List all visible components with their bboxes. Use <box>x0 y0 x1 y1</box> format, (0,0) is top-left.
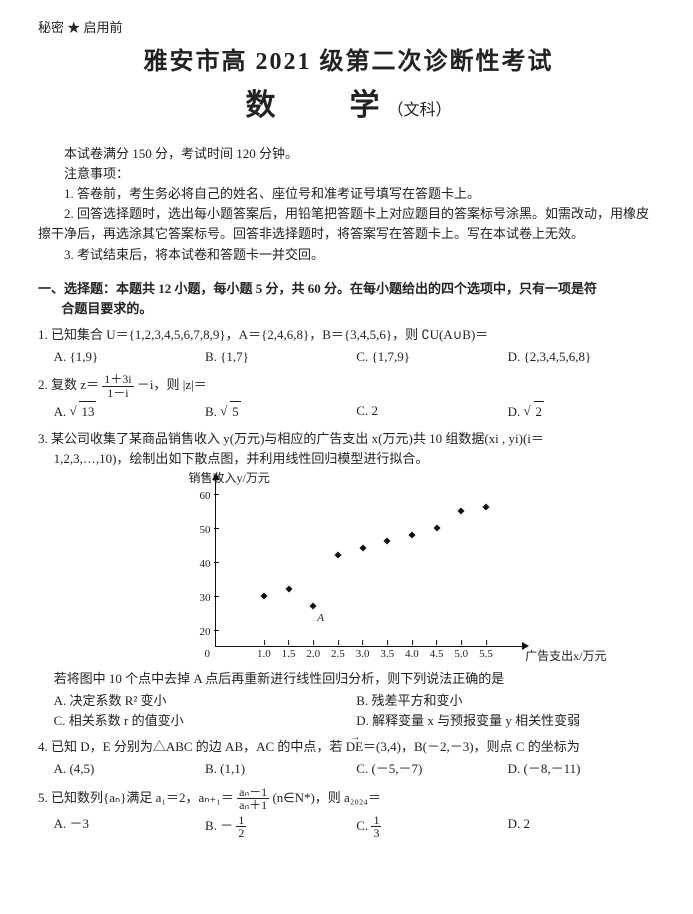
q3-options: A. 决定系数 R² 变小 B. 残差平方和变小 C. 相关系数 r 的值变小 … <box>54 691 659 731</box>
x-tick: 2.0 <box>306 646 320 663</box>
q3-line3: 若将图中 10 个点中去掉 A 点后再重新进行线性回归分析，则下列说法正确的是 <box>54 669 659 689</box>
q1-option-d: D. {2,3,4,5,6,8} <box>508 347 659 367</box>
q5-option-c: C. 13 <box>356 814 507 840</box>
q5-stem: 5. 已知数列{aₙ}满足 a₁＝2，aₙ₊₁＝ aₙ－1 aₙ＋1 (n∈N*… <box>38 786 659 812</box>
notice-item: 2. 回答选择题时，选出每小题答案后，用铅笔把答题卡上对应题目的答案标号涂黑。如… <box>38 204 659 244</box>
section-heading-line2: 合题目要求的。 <box>61 299 659 319</box>
q2-frac-num: 1＋3i <box>102 373 133 387</box>
x-tick: 2.5 <box>331 646 345 663</box>
question-3: 3. 某公司收集了某商品销售收入 y(万元)与相应的广告支出 x(万元)共 10… <box>38 429 659 732</box>
x-tick: 5.5 <box>479 646 493 663</box>
q2-option-c: C. 2 <box>356 401 507 422</box>
y-tick: 30 <box>187 590 211 607</box>
subject-suffix: （文科） <box>387 102 451 119</box>
q4-option-c: C. (－5,－7) <box>356 759 507 779</box>
q1-options: A. {1,9} B. {1,7} C. {1,7,9} D. {2,3,4,5… <box>54 347 659 367</box>
notice-item: 3. 考试结束后，将本试卷和答题卡一并交回。 <box>38 245 659 265</box>
data-point <box>408 531 415 538</box>
q2-fraction: 1＋3i 1－i <box>102 373 133 399</box>
q1-option-b: B. {1,7} <box>205 347 356 367</box>
data-point <box>359 545 366 552</box>
y-tick: 40 <box>187 556 211 573</box>
section-heading: 一、选择题：本题共 12 小题，每小题 5 分，共 60 分。在每小题给出的四个… <box>38 279 659 319</box>
subject: 数 学 <box>245 89 401 122</box>
data-point <box>433 524 440 531</box>
x-tick: 5.0 <box>454 646 468 663</box>
x-tick: 1.0 <box>257 646 271 663</box>
q5-option-a: A. －3 <box>54 814 205 840</box>
x-tick: 1.5 <box>282 646 296 663</box>
secret-label: 秘密 ★ 启用前 <box>38 18 659 38</box>
q4-option-b: B. (1,1) <box>205 759 356 779</box>
y-axis-arrow-icon <box>212 473 220 480</box>
data-point <box>458 507 465 514</box>
exam-title: 雅安市高 2021 级第二次诊断性考试 <box>38 44 659 81</box>
notice-item: 1. 答卷前，考生务必将自己的姓名、座位号和准考证号填写在答题卡上。 <box>38 184 659 204</box>
q5-frac-num: aₙ－1 <box>237 786 269 800</box>
q4-options: A. (4,5) B. (1,1) C. (－5,－7) D. (－8,－11) <box>54 759 659 779</box>
q4-stem-post: ＝(3,4)，B(－2,－3)，则点 C 的坐标为 <box>363 739 580 754</box>
y-tick: 20 <box>187 624 211 641</box>
q2-option-d: D. 2 <box>508 401 659 422</box>
q3-line1: 3. 某公司收集了某商品销售收入 y(万元)与相应的广告支出 x(万元)共 10… <box>38 429 659 449</box>
q1-stem: 1. 已知集合 U＝{1,2,3,4,5,6,7,8,9}，A＝{2,4,6,8… <box>38 325 659 345</box>
q2-option-a: A. 13 <box>54 401 205 422</box>
x-tick: 4.0 <box>405 646 419 663</box>
q5-option-d: D. 2 <box>508 814 659 840</box>
q4-option-a: A. (4,5) <box>54 759 205 779</box>
q4-stem-pre: 4. 已知 D，E 分别为△ABC 的边 AB，AC 的中点，若 <box>38 739 346 754</box>
data-point <box>384 538 391 545</box>
data-point <box>334 551 341 558</box>
exam-page: 秘密 ★ 启用前 雅安市高 2021 级第二次诊断性考试 数 学（文科） 本试卷… <box>0 0 693 860</box>
q3-option-c: C. 相关系数 r 的值变小 <box>54 711 357 731</box>
q2-stem-pre: 2. 复数 z＝ <box>38 377 99 392</box>
q5-stem-pre: 5. 已知数列{aₙ}满足 a₁＝2，aₙ₊₁＝ <box>38 790 234 805</box>
q2-options: A. 13 B. 5 C. 2 D. 2 <box>54 401 659 422</box>
question-4: 4. 已知 D，E 分别为△ABC 的边 AB，AC 的中点，若 →DE＝(3,… <box>38 737 659 779</box>
data-point <box>482 504 489 511</box>
question-2: 2. 复数 z＝ 1＋3i 1－i －i，则 |z|＝ A. 13 B. 5 C… <box>38 373 659 422</box>
notice-heading: 注意事项： <box>38 164 659 184</box>
q3-option-b: B. 残差平方和变小 <box>356 691 659 711</box>
origin-label: 0 <box>205 646 211 663</box>
q2-option-b: B. 5 <box>205 401 356 422</box>
x-tick: 3.5 <box>380 646 394 663</box>
scatter-chart: 销售收入y/万元 0 广告支出x/万元 20304050601.01.52.02… <box>169 473 529 663</box>
q2-stem-post: －i，则 |z|＝ <box>137 377 207 392</box>
q5-fraction: aₙ－1 aₙ＋1 <box>237 786 269 812</box>
y-tick: 50 <box>187 522 211 539</box>
vector-de: →DE <box>346 737 363 757</box>
data-point <box>310 602 317 609</box>
y-tick: 60 <box>187 488 211 505</box>
q3-line2: 1,2,3,…,10)，绘制出如下散点图，并利用线性回归模型进行拟合。 <box>54 449 659 469</box>
q2-stem: 2. 复数 z＝ 1＋3i 1－i －i，则 |z|＝ <box>38 373 659 399</box>
q5-stem-post: (n∈N*)，则 a₂₀₂₄＝ <box>272 790 381 805</box>
q2-frac-den: 1－i <box>102 387 133 400</box>
q5-frac-den: aₙ＋1 <box>237 799 269 812</box>
q1-option-a: A. {1,9} <box>54 347 205 367</box>
section-heading-line1: 一、选择题：本题共 12 小题，每小题 5 分，共 60 分。在每小题给出的四个… <box>38 281 597 296</box>
data-point-label: A <box>317 610 324 627</box>
chart-xlabel: 广告支出x/万元 <box>525 647 606 666</box>
data-point <box>260 592 267 599</box>
x-tick: 4.5 <box>430 646 444 663</box>
question-1: 1. 已知集合 U＝{1,2,3,4,5,6,7,8,9}，A＝{2,4,6,8… <box>38 325 659 367</box>
q4-stem: 4. 已知 D，E 分别为△ABC 的边 AB，AC 的中点，若 →DE＝(3,… <box>38 737 659 757</box>
q3-option-d: D. 解释变量 x 与预报变量 y 相关性变弱 <box>356 711 659 731</box>
q5-options: A. －3 B. － 12 C. 13 D. 2 <box>54 814 659 840</box>
q1-option-c: C. {1,7,9} <box>356 347 507 367</box>
question-5: 5. 已知数列{aₙ}满足 a₁＝2，aₙ₊₁＝ aₙ－1 aₙ＋1 (n∈N*… <box>38 786 659 840</box>
x-tick: 3.0 <box>356 646 370 663</box>
data-point <box>285 585 292 592</box>
subject-row: 数 学（文科） <box>38 83 659 130</box>
q5-option-b: B. － 12 <box>205 814 356 840</box>
q4-option-d: D. (－8,－11) <box>508 759 659 779</box>
chart-ylabel: 销售收入y/万元 <box>189 469 270 488</box>
score-time: 本试卷满分 150 分，考试时间 120 分钟。 <box>38 144 659 164</box>
q3-option-a: A. 决定系数 R² 变小 <box>54 691 357 711</box>
